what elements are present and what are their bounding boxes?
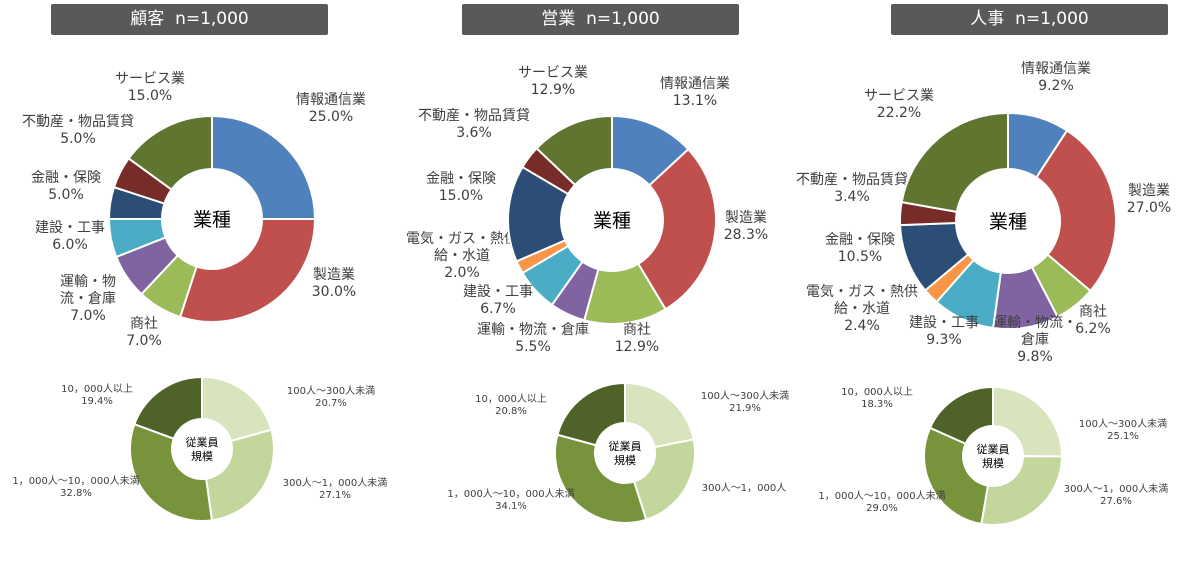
company-size-donut: 100人～300人未満 21.9% 300人～1，000人 1，000人～10，000…: [447, 381, 789, 524]
slice-label: 10，000人以上 19.4%: [61, 383, 133, 407]
donut-slice: [624, 381, 695, 449]
slice-label: 300人～1，000人未満 27.1%: [283, 477, 388, 501]
donut-center-label: 業種: [593, 210, 631, 232]
panel-title: 顧客: [130, 9, 165, 29]
slice-label: 製造業 28.3%: [724, 210, 768, 243]
slice-label: 建設・工事 9.3%: [909, 315, 979, 348]
donut-center-label: 従業員規模: [609, 440, 642, 467]
slice-label: 電気・ガス・熱供給・水道 2.0%: [406, 231, 518, 281]
slice-label: 100人～300人未満 21.9%: [701, 390, 789, 414]
panel-title: 人事: [970, 9, 1005, 29]
donut-slice: [556, 381, 626, 447]
slice-label: サービス業 15.0%: [115, 71, 185, 104]
donut-center-label: 業種: [989, 211, 1027, 233]
slice-label: 不動産・物品賃貸 5.0%: [22, 114, 134, 147]
slice-label: 10，000人以上 20.8%: [475, 393, 547, 417]
slice-label: サービス業 22.2%: [864, 88, 934, 121]
industry-donut: 情報通信業 13.1% 製造業 28.3% 商社 12.9% 運輸・物流・倉庫 5.5% 建設・…: [406, 65, 768, 355]
slice-label: 金融・保険 10.5%: [825, 232, 895, 265]
donut-slice: [205, 428, 275, 522]
donut-slice: [127, 114, 213, 192]
slice-label: 運輸・物流・倉庫 9.8%: [993, 315, 1077, 365]
industry-donut: 情報通信業 25.0% 製造業 30.0% 商社 7.0% 運輸・物流・倉庫 7.0% 建設・工…: [22, 71, 366, 349]
company-size-donut: 100人～300人未満 25.1% 300人～1，000人未満 27.6% 1，000人…: [818, 385, 1169, 526]
slice-label: 情報通信業 9.2%: [1021, 61, 1091, 94]
slice-label: 電気・ガス・熱供給・水道 2.4%: [806, 284, 918, 334]
donut-slice: [129, 422, 214, 522]
panel-n-label: n=1,000: [1015, 9, 1089, 29]
panel-header-hr: 人事 n=1,000: [891, 4, 1168, 35]
donut-slice: [636, 147, 717, 311]
donut-center-label: 業種: [193, 209, 231, 231]
slice-label: 建設・工事 6.0%: [35, 220, 105, 253]
donut-slice: [211, 114, 317, 220]
slice-label: 10，000人以上 18.3%: [841, 386, 913, 410]
slice-label: 300人～1，000人: [702, 482, 787, 494]
slice-label: 金融・保険 15.0%: [426, 171, 496, 204]
panel-header-customer: 顧客 n=1,000: [51, 4, 328, 35]
donut-slice: [178, 218, 317, 323]
slice-label: 運輸・物流・倉庫 7.0%: [60, 274, 116, 324]
panel-title: 営業: [541, 9, 576, 29]
slice-label: 不動産・物品賃貸 3.6%: [418, 108, 530, 141]
donut-slice: [980, 455, 1064, 526]
donut-slice: [632, 438, 696, 521]
slice-label: 情報通信業 25.0%: [296, 92, 366, 125]
slice-label: 1，000人～10，000人未満 32.8%: [12, 475, 139, 499]
slice-label: サービス業 12.9%: [518, 65, 588, 98]
slice-label: 情報通信業 13.1%: [660, 76, 730, 109]
slice-label: 1，000人～10，000人未満 29.0%: [818, 490, 945, 514]
slice-label: 不動産・物品賃貸 3.4%: [796, 172, 908, 205]
slice-label: 100人～300人未満 20.7%: [287, 385, 375, 409]
company-size-donut: 100人～300人未満 20.7% 300人～1，000人未満 27.1% 1，000人…: [12, 375, 388, 522]
donut-slice: [923, 426, 990, 526]
donut-slice: [554, 433, 648, 524]
slice-label: 金融・保険 5.0%: [31, 170, 101, 203]
panel-n-label: n=1,000: [175, 9, 249, 29]
donut-center-label: 従業員規模: [186, 436, 219, 463]
donut-slice: [1035, 129, 1117, 293]
panel-n-label: n=1,000: [586, 9, 660, 29]
slice-label: 建設・工事 6.7%: [463, 284, 533, 317]
slice-label: 1，000人～10，000人未満 34.1%: [447, 488, 574, 512]
slice-label: 300人～1，000人未満 27.6%: [1064, 483, 1169, 507]
industry-donut: 情報通信業 9.2% 製造業 27.0% 商社 6.2%運輸・物流・倉庫 9.8% 建設・工事…: [796, 61, 1171, 365]
slice-label: 製造業 30.0%: [312, 267, 356, 300]
donut-slice: [900, 111, 1009, 214]
donut-slice: [928, 385, 994, 446]
donut-slice: [201, 375, 273, 443]
donut-slice: [992, 385, 1064, 458]
slice-label: 製造業 27.0%: [1127, 183, 1171, 216]
donut-slice: [535, 114, 613, 187]
slice-label: 100人～300人未満 25.1%: [1079, 418, 1167, 442]
panel-header-sales: 営業 n=1,000: [462, 4, 739, 35]
slice-label: 商社 7.0%: [126, 316, 162, 349]
donut-slice: [133, 375, 203, 440]
donut-center-label: 従業員規模: [977, 443, 1010, 470]
slice-label: 商社 6.2%: [1075, 304, 1111, 337]
slice-label: 運輸・物流・倉庫 5.5%: [477, 321, 589, 355]
slice-label: 商社 12.9%: [615, 322, 659, 355]
